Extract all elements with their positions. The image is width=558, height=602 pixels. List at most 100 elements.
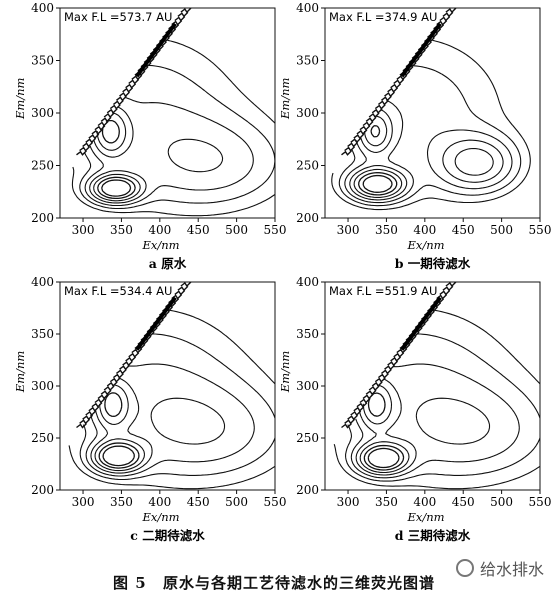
x-tick-label: 350 [375,223,398,237]
y-tick-label: 400 [31,1,54,15]
scatter-band [76,282,192,429]
contour-level-0 [68,309,275,490]
contour-level-5 [98,392,140,469]
scatter-band [341,8,457,156]
contour-lines [333,309,540,490]
y-tick-label: 400 [296,1,319,15]
wechat-logo-icon [455,559,474,577]
max-fl-annotation: Max F.L =573.7 AU [64,10,172,24]
x-tick-label: 450 [452,223,475,237]
contour-level-6 [101,179,132,197]
y-axis-label: Em/nm [278,77,292,120]
contour-level-5 [97,119,136,200]
contour-level-4 [94,384,146,472]
contour-level-3 [90,377,226,474]
y-tick-label: 350 [296,327,319,341]
contour-level-2 [84,96,254,207]
watermark: 给水排水 [455,556,544,580]
panel-sublabel: c 二期待滤水 [130,528,205,543]
contour-level-0 [331,39,531,211]
scatter-peak-band [135,296,177,351]
y-tick-label: 350 [31,327,54,341]
contour-level-6 [362,174,393,193]
panel-2: 300 350 400 450 500 550 200 250 300 350 400 Max F.L… [13,275,286,543]
x-axis-label: Ex/nm [142,238,180,252]
y-tick-label: 300 [31,379,54,393]
x-tick-label: 400 [148,223,171,237]
max-fl-annotation: Max F.L =374.9 AU [329,10,437,24]
max-fl-annotation: Max F.L =534.4 AU [64,284,172,298]
contour-level-0 [333,309,540,490]
x-tick-label: 500 [490,495,513,509]
x-tick-label: 400 [413,495,436,509]
y-tick-label: 250 [31,159,54,173]
panel-sublabel: b 一期待滤水 [395,256,471,271]
contour-level-5 [363,392,405,471]
y-tick-label: 200 [31,483,54,497]
contour-level-1 [338,65,522,207]
x-tick-label: 300 [337,495,360,509]
contour-lines [331,39,531,211]
panel-sublabel: d 三期待滤水 [395,528,471,543]
panel-3: 300 350 400 450 500 550 200 250 300 350 400 Max F.L… [278,275,551,543]
contour-level-6 [102,445,135,467]
x-tick-label: 550 [264,495,287,509]
panel-1: 300 350 400 450 500 550 200 250 300 350 400 Max F.L… [278,1,551,271]
x-tick-label: 500 [225,223,248,237]
x-tick-label: 450 [187,223,210,237]
x-tick-label: 350 [110,223,133,237]
x-tick-label: 450 [452,495,475,509]
contour-level-1 [79,64,275,210]
y-tick-label: 400 [296,275,319,289]
watermark-text: 给水排水 [479,560,544,579]
x-axis-label: Ex/nm [407,510,445,524]
x-tick-label: 300 [72,495,95,509]
contour-level-4 [359,384,410,474]
scatter-band [341,282,457,429]
y-axis-label: Em/nm [13,77,27,120]
contour-level-6 [367,447,400,469]
contour-level-0 [71,39,275,217]
panel-sublabel: a 原水 [149,256,187,271]
y-tick-label: 300 [296,379,319,393]
x-tick-label: 350 [110,495,133,509]
y-tick-label: 250 [296,431,319,445]
contour-level-3 [89,106,224,204]
contour-level-4 [353,115,494,198]
scatter-peak-band [400,296,442,351]
figure-title: 原水与各期工艺待滤水的三维荧光图谱 [162,574,435,592]
contour-level-5 [358,125,398,196]
y-tick-label: 200 [296,211,319,225]
x-tick-label: 400 [148,495,171,509]
y-axis-label: Em/nm [278,351,292,394]
y-axis-label: Em/nm [13,351,27,394]
y-tick-label: 350 [31,54,54,68]
x-tick-label: 550 [529,495,552,509]
scatter-peak-band [400,22,442,78]
y-tick-label: 200 [31,211,54,225]
y-tick-label: 250 [31,431,54,445]
x-tick-label: 400 [413,223,436,237]
y-tick-label: 300 [296,106,319,120]
x-tick-label: 350 [375,495,398,509]
x-tick-label: 500 [490,223,513,237]
y-tick-label: 300 [31,106,54,120]
x-tick-label: 300 [337,223,360,237]
x-tick-label: 450 [187,495,210,509]
x-tick-label: 300 [72,223,95,237]
contour-lines [68,309,275,490]
max-fl-annotation: Max F.L =551.9 AU [329,284,437,298]
scatter-band [76,8,192,156]
x-tick-label: 550 [529,223,552,237]
y-tick-label: 250 [296,159,319,173]
y-tick-label: 350 [296,54,319,68]
figure-caption: 图 5 原水与各期工艺待滤水的三维荧光图谱 [0,572,558,593]
x-axis-label: Ex/nm [142,510,180,524]
contour-level-3 [349,109,504,201]
contour-level-2 [85,363,255,477]
contour-level-1 [79,333,275,481]
scatter-peak-band [135,22,177,78]
panel-0: 300 350 400 450 500 550 200 250 300 350 400 Max F.L… [13,1,286,271]
